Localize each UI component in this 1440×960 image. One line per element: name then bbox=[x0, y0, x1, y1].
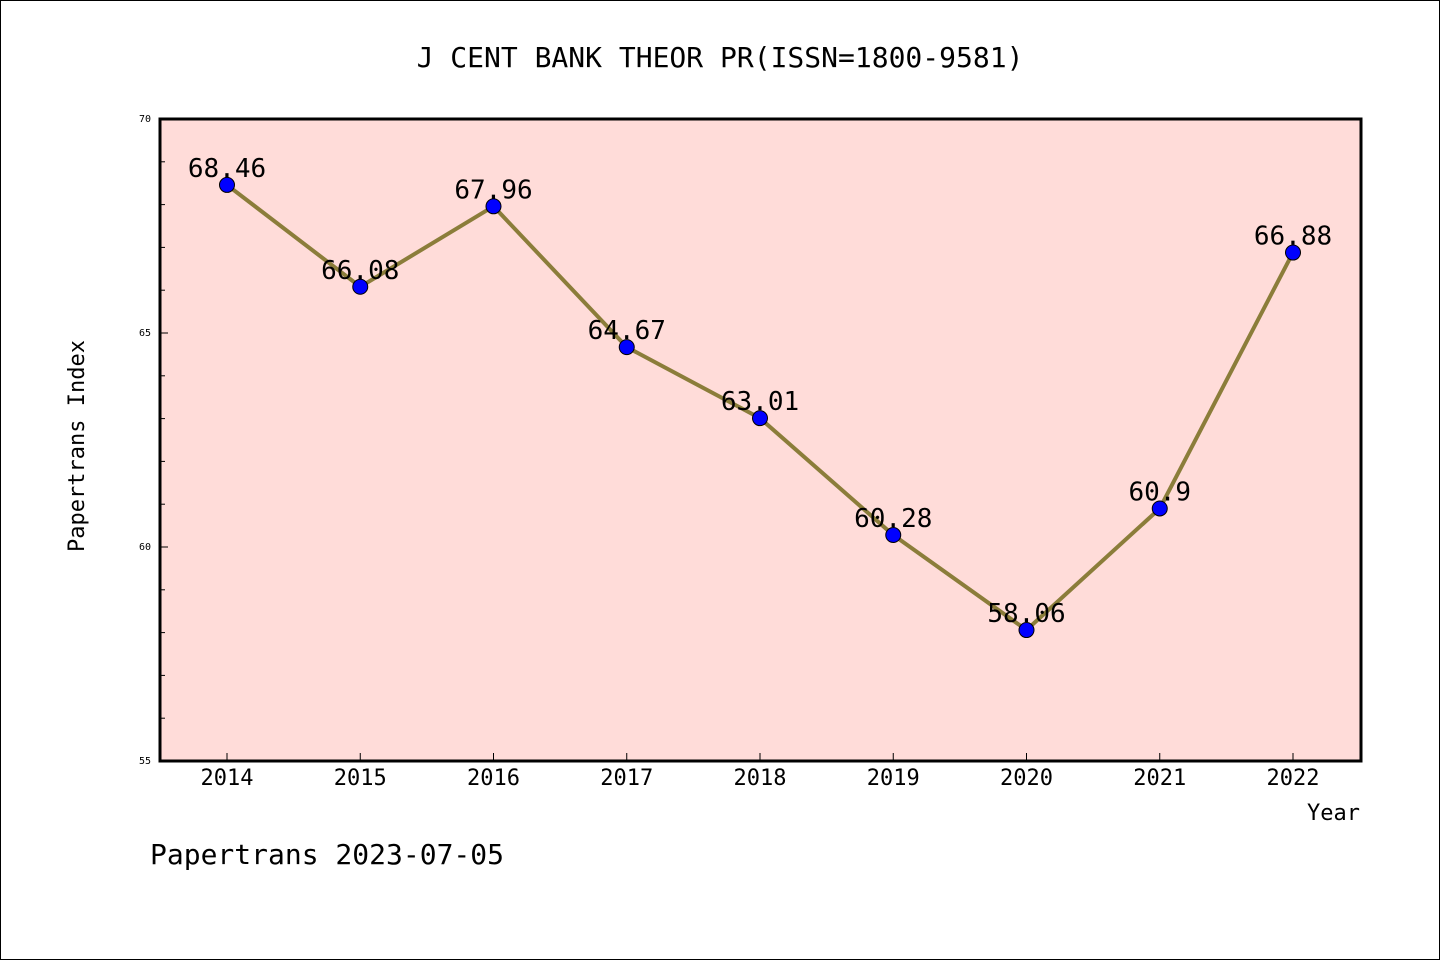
x-tick-label: 2014 bbox=[201, 766, 254, 791]
x-tick-label: 2018 bbox=[734, 766, 787, 791]
x-tick-label: 2019 bbox=[867, 766, 920, 791]
data-point bbox=[618, 339, 635, 356]
y-tick-label: 55 bbox=[139, 756, 151, 767]
x-tick-label: 2020 bbox=[1000, 766, 1053, 791]
data-point bbox=[885, 527, 902, 544]
x-tick-label: 2017 bbox=[600, 766, 653, 791]
data-point bbox=[485, 198, 502, 215]
y-tick-label: 70 bbox=[139, 114, 151, 125]
y-axis: 55 60 65 70 bbox=[139, 114, 168, 767]
data-label: 66.08 bbox=[321, 256, 399, 286]
data-label: 63.01 bbox=[721, 387, 799, 417]
data-label: 68.46 bbox=[188, 154, 266, 184]
data-point bbox=[1285, 244, 1301, 261]
data-label: 60.9 bbox=[1128, 477, 1191, 507]
data-point bbox=[752, 410, 768, 427]
chart-title: J CENT BANK THEOR PR(ISSN=1800-9581) bbox=[417, 41, 1024, 74]
data-label: 67.96 bbox=[454, 175, 532, 205]
y-tick-label: 60 bbox=[139, 542, 151, 553]
y-axis-label: Papertrans Index bbox=[65, 340, 90, 552]
plot-area bbox=[158, 117, 1363, 763]
x-tick-label: 2022 bbox=[1267, 766, 1320, 791]
data-label: 58.06 bbox=[987, 599, 1065, 629]
data-point bbox=[352, 278, 369, 295]
data-point bbox=[1018, 622, 1035, 639]
data-label: 66.88 bbox=[1254, 222, 1332, 252]
x-axis: 2014 2015 2016 2017 2018 2019 2020 2021 2022 bbox=[201, 753, 1320, 791]
y-tick-label: 65 bbox=[139, 328, 151, 339]
x-tick-label: 2021 bbox=[1133, 766, 1186, 791]
x-tick-label: 2016 bbox=[467, 766, 520, 791]
x-tick-label: 2015 bbox=[334, 766, 387, 791]
data-point bbox=[1151, 500, 1168, 517]
data-point bbox=[219, 176, 235, 193]
x-axis-label: Year bbox=[1307, 801, 1360, 826]
data-label: 60.28 bbox=[854, 504, 932, 534]
data-points bbox=[219, 176, 1301, 639]
data-labels: 68.46 66.08 67.96 64.67 63.01 60.28 58.06 60.9 6… bbox=[188, 154, 1332, 629]
data-label: 64.67 bbox=[588, 316, 666, 346]
footer-note: Papertrans 2023-07-05 bbox=[150, 838, 504, 871]
